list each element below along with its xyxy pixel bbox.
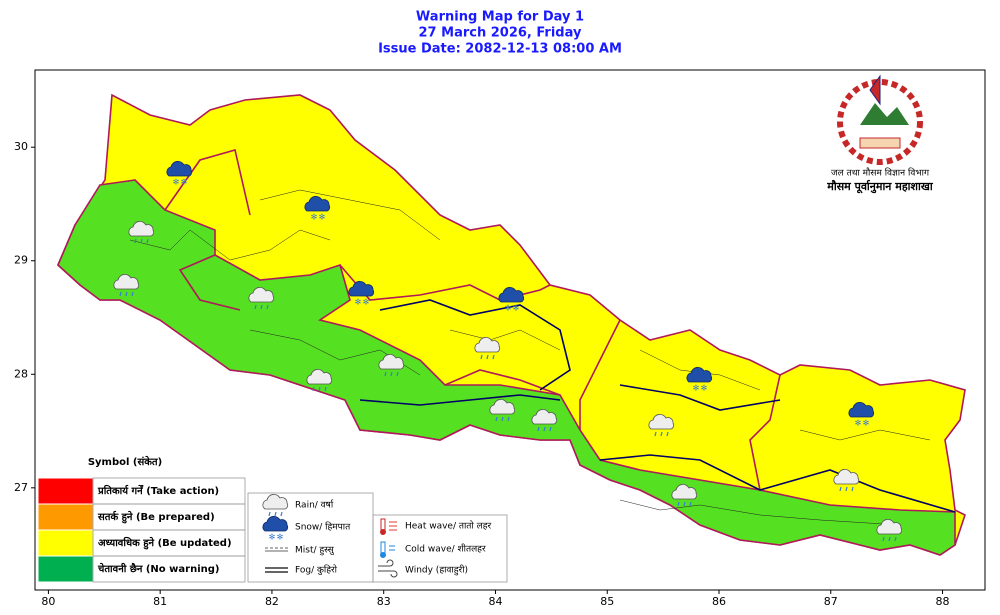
legend-label: सतर्क हुने (Be prepared): [97, 510, 215, 524]
district-boundary: [259, 189, 441, 241]
x-tick-label: 84: [488, 595, 502, 608]
heat-icon: [380, 518, 397, 535]
symbol-box: [372, 514, 508, 583]
legend-swatch: [37, 529, 94, 557]
x-tick-label: 81: [153, 595, 167, 608]
zone-boundary: [359, 394, 561, 406]
x-tick-label: 83: [377, 595, 391, 608]
symbol-label: Rain/ वर्षा: [295, 499, 334, 511]
district-boundary: [619, 499, 901, 526]
issue-date: Issue Date: 2082-12-13 08:00 AM: [378, 42, 622, 57]
y-tick-label: 27: [14, 481, 28, 494]
map-date: 27 March 2026, Friday: [419, 26, 582, 41]
department-name: जल तथा मौसम विज्ञान विभाग: [831, 167, 930, 179]
x-tick-label: 88: [936, 595, 950, 608]
rain-icon: [262, 493, 289, 517]
province-boundary: [444, 369, 561, 396]
snow-icon: [262, 515, 289, 542]
x-tick-label: 87: [824, 595, 838, 608]
mist-icon: [265, 547, 288, 552]
zone-boundary: [619, 384, 781, 411]
symbol-label: Mist/ हुस्सु: [295, 546, 335, 556]
legend-title: Symbol (संकेत): [88, 455, 162, 468]
axes: 80 81 82 83 84 85 86 87 88 27 28 29 30: [14, 140, 950, 608]
zone-boundary: [599, 454, 956, 513]
province-boundary: [178, 254, 241, 311]
logo-mountain: [860, 103, 909, 125]
symbol-label: Cold wave/ शीतलहर: [405, 543, 486, 555]
map-title: Warning Map for Day 1: [416, 10, 584, 25]
zone-boundary: [379, 299, 571, 391]
province-boundary: [749, 374, 781, 491]
district-boundary: [799, 429, 931, 441]
logo: [837, 74, 923, 165]
legend-swatch: [37, 477, 94, 505]
x-tick-label: 86: [712, 595, 726, 608]
x-tick-label: 82: [265, 595, 279, 608]
logo-flag: [869, 74, 881, 106]
legend-cell: [92, 555, 246, 583]
district-boundary: [449, 329, 561, 351]
legend-label: चेतावनी छैन (No warning): [97, 562, 219, 575]
division-name: मौसम पूर्वानुमान महाशाखा: [826, 179, 934, 194]
y-tick-label: 30: [14, 140, 28, 153]
wind-icon: [378, 559, 398, 578]
x-tick-label: 80: [41, 595, 55, 608]
symbol-label: Fog/ कुहिरो: [295, 564, 338, 576]
province-boundary: [579, 319, 621, 430]
district-boundary: [129, 229, 331, 261]
legend-swatch: [37, 503, 94, 531]
fog-icon: [265, 567, 288, 573]
logo-hands: [859, 137, 901, 149]
symbol-label: Snow/ हिमपात: [295, 521, 351, 533]
province-boundary: [339, 264, 551, 301]
legend-label: प्रतिकार्य गर्नें (Take action): [97, 484, 219, 497]
y-tick-label: 29: [14, 254, 28, 267]
legend-swatch: [37, 555, 94, 583]
symbol-label: Windy (हावाहुरी): [405, 564, 468, 576]
symbol-label: Heat wave/ तातो लहर: [405, 520, 492, 532]
legend-label: अध्यावधिक हुने (Be updated): [98, 536, 232, 550]
cold-icon: [380, 541, 395, 558]
x-tick-label: 85: [600, 595, 614, 608]
y-tick-label: 28: [14, 367, 28, 380]
warning-legend: प्रतिकार्य गर्नें (Take action) सतर्क हुन…: [37, 477, 246, 583]
plot-frame: [34, 69, 986, 591]
